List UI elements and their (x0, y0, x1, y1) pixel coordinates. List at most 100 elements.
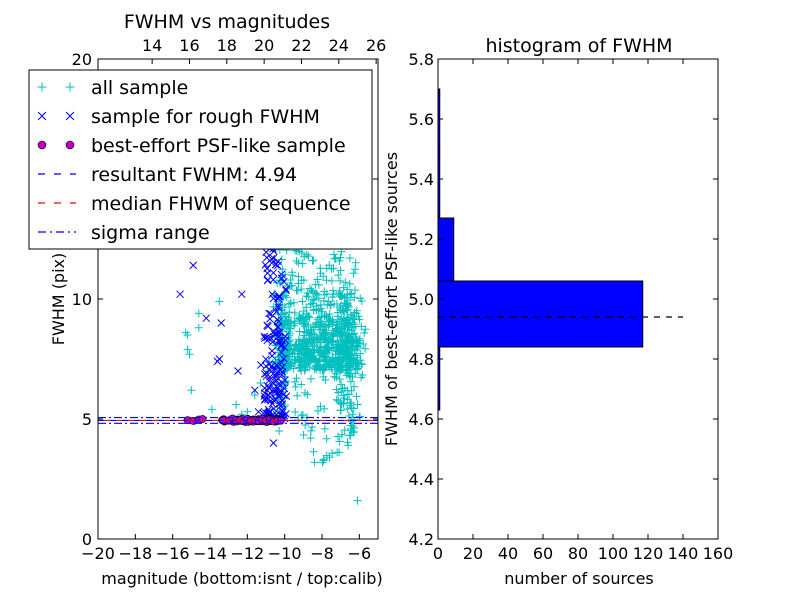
all-sample-point (311, 322, 320, 331)
all-sample-point (293, 391, 302, 400)
all-sample-point (275, 427, 284, 435)
all-sample-point (300, 328, 309, 337)
rough-sample-point (277, 348, 286, 357)
all-sample-point (291, 382, 300, 391)
all-sample-point (305, 284, 314, 293)
all-sample-point (306, 325, 315, 334)
all-sample-point (343, 386, 352, 395)
legend-label: sigma range (91, 222, 210, 244)
rough-sample-point (264, 275, 272, 284)
rough-sample-point (262, 362, 270, 371)
rough-sample-point (270, 330, 279, 338)
all-sample-point (357, 373, 366, 382)
all-sample-point (347, 417, 356, 426)
all-sample-point (303, 362, 312, 371)
all-sample-point (282, 293, 291, 302)
rough-sample-point (260, 332, 269, 341)
all-sample-point (296, 315, 305, 324)
all-sample-point (288, 268, 297, 277)
all-sample-point (316, 269, 325, 278)
all-sample-point (337, 380, 346, 389)
left-panel: FWHM vs magnitudes magnitude (bottom:isn… (28, 11, 386, 588)
rough-sample-point (176, 290, 184, 299)
all-sample-point (316, 331, 325, 340)
all-sample-point (330, 372, 339, 381)
all-sample-point (350, 382, 359, 391)
all-sample-point (194, 309, 203, 318)
left-top-x-tick-label: 26 (366, 36, 386, 55)
all-sample-point (346, 377, 355, 386)
all-sample-point (303, 312, 312, 321)
all-sample-point (332, 373, 341, 382)
all-sample-point (300, 322, 309, 331)
legend-marker (37, 140, 47, 150)
all-sample-point (307, 426, 316, 435)
all-sample-point (332, 385, 341, 394)
all-sample-point (194, 323, 203, 332)
all-sample-point (343, 305, 352, 314)
all-sample-point (301, 313, 310, 322)
all-sample-point (356, 349, 365, 358)
all-sample-point (299, 336, 308, 345)
rough-sample-point (273, 323, 282, 332)
all-sample-point (345, 254, 354, 263)
all-sample-point (338, 337, 347, 346)
all-sample-point (308, 256, 317, 265)
all-sample-point (281, 270, 290, 279)
left-y-tick-label: 20 (72, 50, 92, 69)
rough-sample-point (260, 396, 269, 405)
all-sample-point (187, 386, 196, 395)
all-sample-point (296, 345, 305, 354)
all-sample-point (327, 300, 336, 309)
all-sample-point (292, 257, 301, 266)
all-sample-point (320, 455, 329, 464)
legend-marker (65, 111, 75, 121)
all-sample-point (322, 326, 331, 335)
all-sample-point (320, 312, 329, 321)
all-sample-point (333, 347, 342, 356)
all-sample-point (357, 360, 366, 369)
all-sample-point (321, 352, 330, 361)
all-sample-point (353, 496, 362, 505)
all-sample-point (304, 252, 313, 261)
all-sample-point (327, 264, 336, 273)
rough-sample-point (267, 309, 275, 318)
rough-sample-point (263, 269, 272, 278)
all-sample-point (343, 335, 352, 344)
all-sample-point (308, 299, 317, 308)
rough-sample-point (267, 396, 275, 405)
rough-sample-point (189, 261, 198, 270)
rough-sample-point (263, 336, 272, 345)
all-sample-point (299, 430, 308, 439)
all-sample-point (295, 311, 304, 320)
all-sample-point (353, 400, 362, 409)
all-sample-point (343, 325, 352, 334)
all-sample-point (287, 318, 296, 327)
all-sample-point (277, 310, 286, 319)
all-sample-point (306, 300, 315, 309)
legend-label: resultant FWHM: 4.94 (91, 164, 297, 186)
all-sample-point (306, 374, 315, 383)
all-sample-point (317, 342, 326, 351)
all-sample-point (288, 349, 297, 358)
all-sample-point (309, 447, 318, 456)
all-sample-point (314, 357, 323, 366)
all-sample-point (323, 337, 332, 346)
all-sample-point (336, 276, 345, 285)
right-x-tick-label: 0 (433, 544, 443, 563)
all-sample-point (309, 355, 318, 364)
legend-marker (37, 111, 47, 121)
all-sample-point (319, 456, 328, 465)
all-sample-point (347, 426, 356, 435)
all-sample-point (333, 308, 342, 317)
all-sample-point (336, 366, 345, 375)
left-top-x-tick-label: 18 (217, 36, 237, 55)
all-sample-point (318, 458, 327, 467)
rough-sample-point (270, 404, 278, 413)
rough-sample-point (266, 315, 274, 323)
all-sample-point (183, 345, 192, 354)
all-sample-point (302, 292, 311, 301)
all-sample-point (340, 426, 349, 435)
all-sample-point (348, 410, 357, 419)
rough-sample-point (278, 378, 287, 387)
